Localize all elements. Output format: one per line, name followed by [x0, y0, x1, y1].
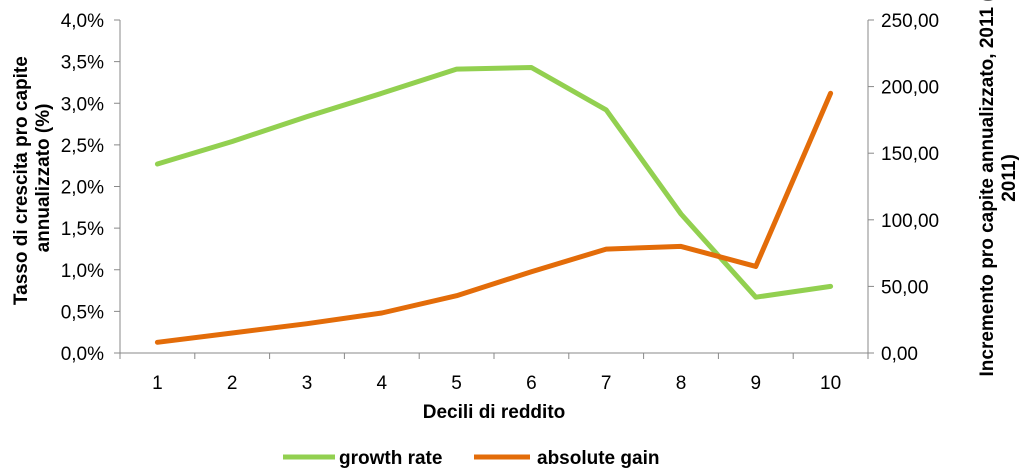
left-tick-label: 1,5% — [61, 219, 104, 240]
x-tick-label: 8 — [676, 373, 687, 394]
x-axis-title: Decili di reddito — [423, 402, 566, 423]
left-y-axis: 0,0% 0,5% 1,0% 1,5% 2,0% 2,5% 3,0% 3,5% 4,0% — [61, 11, 121, 365]
x-tick-label: 6 — [526, 373, 537, 394]
legend-label-growth-rate: growth rate — [339, 448, 442, 469]
x-tick-label: 3 — [302, 373, 313, 394]
x-tick-label: 10 — [820, 373, 841, 394]
x-tick-label: 1 — [152, 373, 163, 394]
x-tick-label: 9 — [751, 373, 762, 394]
x-tick-label: 4 — [377, 373, 388, 394]
left-tick-label: 3,5% — [61, 53, 104, 74]
right-tick-label: 250,00 — [881, 11, 939, 32]
x-tick-label: 7 — [601, 373, 612, 394]
left-tick-label: 2,0% — [61, 178, 104, 199]
right-tick-label: 150,00 — [881, 144, 939, 165]
x-tick-label: 2 — [227, 373, 238, 394]
right-y-axis-title: Incremento pro capite annualizzato, 2011… — [977, 0, 1020, 377]
right-y-axis: 0,00 50,00 100,00 150,00 200,00 250,00 — [867, 11, 939, 365]
right-tick-label: 100,00 — [881, 211, 939, 232]
right-tick-label: 200,00 — [881, 78, 939, 99]
left-tick-label: 2,5% — [61, 136, 104, 157]
x-axis: 1 2 3 4 5 6 7 8 9 10 — [119, 352, 869, 394]
series-line-absolute-gain — [154, 90, 834, 345]
right-tick-label: 0,00 — [881, 344, 918, 365]
left-tick-label: 0,5% — [61, 302, 104, 323]
left-tick-label: 0,0% — [61, 344, 104, 365]
legend: growth rate absolute gain — [283, 448, 659, 469]
left-tick-label: 3,0% — [61, 94, 104, 115]
right-tick-label: 50,00 — [881, 277, 929, 298]
left-tick-label: 4,0% — [61, 11, 104, 32]
left-tick-label: 1,0% — [61, 261, 104, 282]
x-tick-label: 5 — [451, 373, 462, 394]
series-line-growth-rate — [154, 65, 834, 300]
series-layer — [154, 65, 834, 345]
legend-label-absolute-gain: absolute gain — [537, 448, 659, 469]
left-y-axis-title: Tasso di crescita pro capite annualizzat… — [11, 51, 54, 305]
